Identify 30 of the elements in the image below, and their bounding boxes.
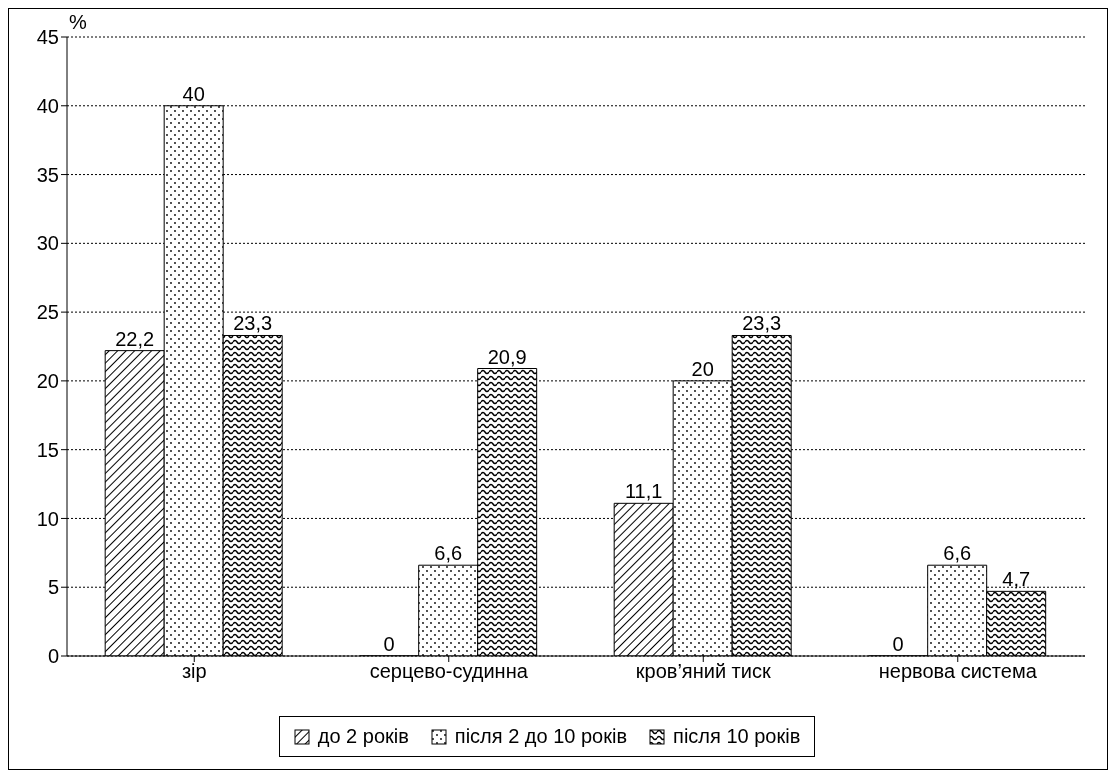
data-label: 11,1 [624,480,663,503]
data-label: 40 [182,82,205,105]
x-tick-label: зір [181,660,207,683]
x-tick-label: кров’яний тиск [635,660,771,683]
data-label: 6,6 [943,542,972,565]
y-axis-title: % [69,11,87,34]
legend-label: до 2 років [317,725,409,748]
y-tick-label: 40 [36,94,59,117]
y-tick-label: 5 [47,576,59,599]
legend-label: після 2 до 10 років [454,725,628,748]
data-label: 23,3 [742,312,782,335]
data-label: 20 [691,357,714,380]
data-label: 22,2 [115,327,155,350]
data-label: 4,7 [1002,568,1031,591]
y-tick-label: 30 [36,232,59,255]
data-label: 0 [383,632,395,655]
y-tick-label: 25 [36,301,59,324]
legend-label: після 10 років [673,725,801,748]
data-label: 6,6 [434,542,463,565]
y-tick-label: 15 [36,438,59,461]
data-label: 23,3 [233,312,273,335]
y-tick-label: 0 [47,645,59,668]
x-tick-label: нервова система [878,660,1038,683]
x-tick-label: серцево-судинна [369,660,529,683]
data-label: 20,9 [487,345,527,368]
y-tick-label: 10 [36,507,59,530]
y-tick-label: 45 [36,26,59,49]
data-label: 0 [892,632,904,655]
y-tick-label: 20 [36,369,59,392]
y-tick-label: 35 [36,163,59,186]
